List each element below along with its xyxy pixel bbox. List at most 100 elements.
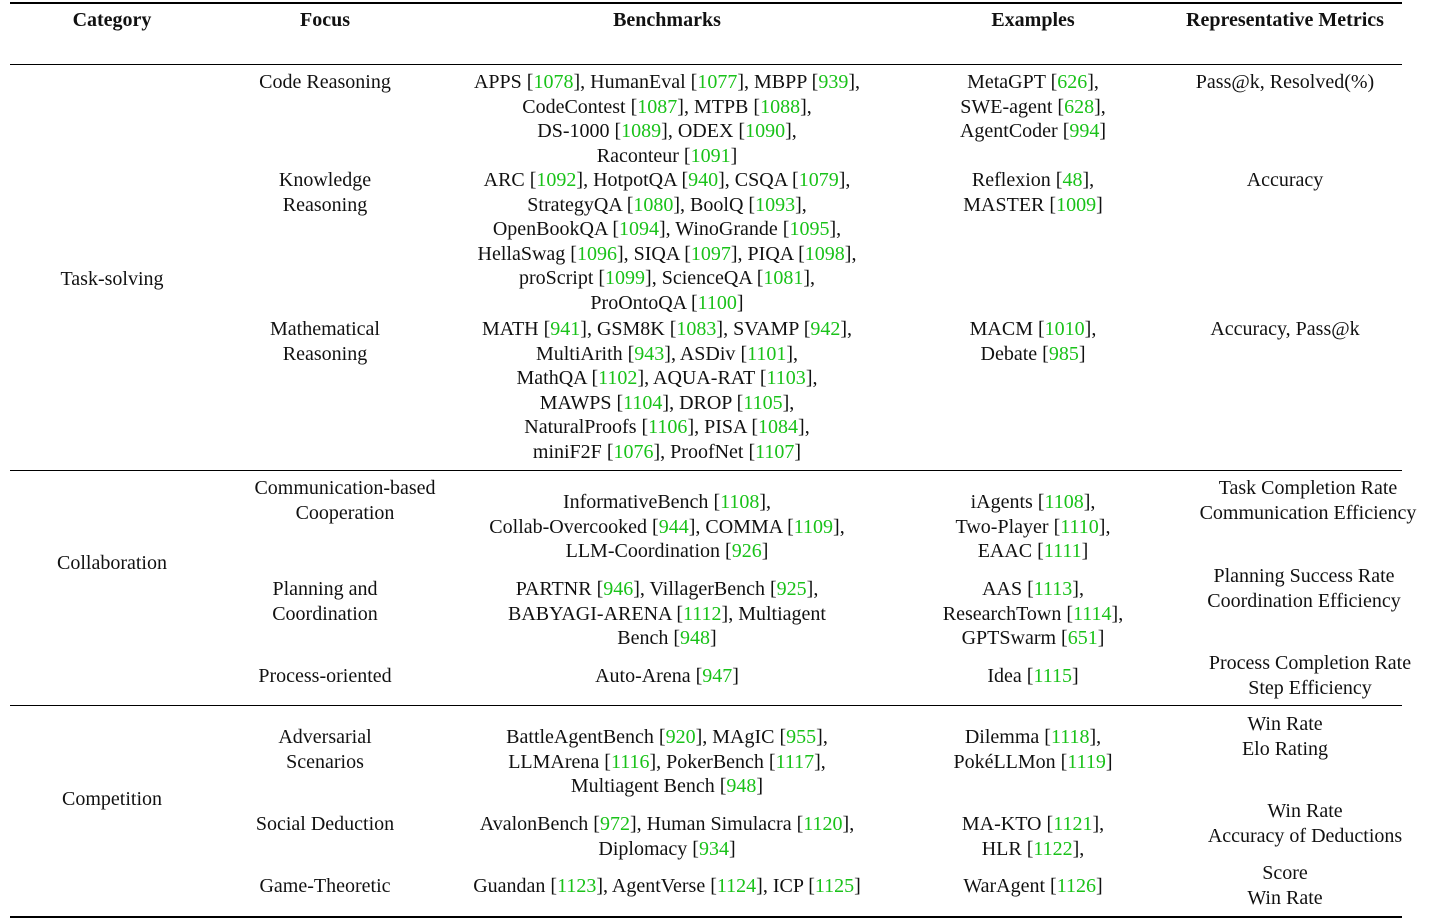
- cell-text: Two-Player: [955, 515, 1054, 538]
- focus-knowledge-reasoning: Knowledge Reasoning: [278, 169, 372, 216]
- citation-link[interactable]: 1102: [598, 367, 638, 390]
- citation-link[interactable]: 939: [818, 71, 849, 93]
- citation-link[interactable]: 1106: [648, 416, 688, 439]
- citation-link[interactable]: 1121: [1053, 813, 1093, 835]
- citation-link[interactable]: 1105: [743, 391, 783, 414]
- citation-link[interactable]: 1126: [1056, 875, 1096, 897]
- citation-link[interactable]: 947: [702, 665, 733, 687]
- citation-link[interactable]: 628: [1064, 95, 1095, 118]
- citation-link[interactable]: 1095: [789, 218, 830, 241]
- citation-link[interactable]: 48: [1062, 169, 1083, 191]
- citation-link[interactable]: 934: [698, 837, 729, 860]
- citation-link[interactable]: 1120: [803, 813, 843, 835]
- cell-line: LLM-Coordination [926]: [565, 540, 769, 563]
- citation-link[interactable]: 1083: [676, 318, 717, 340]
- citation-link[interactable]: 1119: [1067, 750, 1106, 773]
- cell-line: HellaSwag [1096], SIQA [1097], PIQA [109…: [477, 242, 857, 265]
- focus-adversarial-scenarios: Adversarial Scenarios: [278, 726, 372, 773]
- examples-code-reasoning: MetaGPT [626], SWE-agent [628], AgentCoder…: [918, 70, 1148, 144]
- citation-link[interactable]: 946: [603, 578, 634, 600]
- citation-link[interactable]: 1109: [793, 515, 834, 538]
- citation-link[interactable]: 942: [810, 318, 841, 340]
- citation-link[interactable]: 972: [599, 813, 630, 835]
- citation-link[interactable]: 1087: [637, 95, 678, 118]
- citation-link[interactable]: 1101: [747, 342, 787, 365]
- citation-link[interactable]: 948: [726, 775, 757, 798]
- cell-text: EAAC: [977, 540, 1038, 563]
- cell-text: Collab-Overcooked: [489, 515, 653, 538]
- citation-link[interactable]: 944: [658, 515, 689, 538]
- citation-link[interactable]: 994: [1069, 120, 1100, 143]
- citation-link[interactable]: 1089: [621, 120, 662, 143]
- cell-line: WarAgent [1126]: [963, 875, 1103, 897]
- citation-link[interactable]: 651: [1067, 627, 1098, 650]
- cell-text: iAgents: [970, 491, 1038, 513]
- cell-text: ,: [789, 391, 795, 414]
- cell-text: ,: [810, 267, 816, 290]
- cell-text: ProOntoQA: [590, 291, 691, 314]
- citation-link[interactable]: 1118: [1050, 726, 1090, 748]
- citation-link[interactable]: 955: [786, 726, 817, 748]
- citation-link[interactable]: 943: [634, 342, 665, 365]
- cell-line: ResearchTown [1114],: [942, 602, 1124, 625]
- citation-link[interactable]: 1098: [804, 242, 845, 265]
- citation-link[interactable]: 1081: [763, 267, 804, 290]
- citation-link[interactable]: 1099: [605, 267, 646, 290]
- citation-link[interactable]: 1080: [633, 193, 674, 216]
- citation-link[interactable]: 1093: [755, 193, 796, 216]
- citation-link[interactable]: 948: [680, 627, 711, 650]
- citation-link[interactable]: 1124: [716, 875, 757, 897]
- citation-link[interactable]: 1117: [775, 750, 815, 773]
- citation-link[interactable]: 940: [688, 169, 719, 191]
- citation-link[interactable]: 1108: [1044, 491, 1084, 513]
- citation-link[interactable]: 1112: [683, 602, 722, 625]
- citation-link[interactable]: 1123: [557, 875, 597, 897]
- citation-link[interactable]: 1079: [798, 169, 839, 191]
- citation-link[interactable]: 925: [776, 578, 807, 600]
- citation-link[interactable]: 1097: [690, 242, 731, 265]
- citation-link[interactable]: 1111: [1043, 540, 1082, 563]
- citation-link[interactable]: 1100: [697, 291, 737, 314]
- citation-link[interactable]: 1103: [766, 367, 806, 390]
- citation-link[interactable]: 626: [1057, 71, 1088, 93]
- cell-text: , HumanEval: [580, 71, 691, 93]
- citation-link[interactable]: 1084: [758, 416, 799, 439]
- citation-link[interactable]: 1108: [720, 491, 760, 513]
- metric-line: Task Completion Rate: [1218, 477, 1398, 499]
- citation-link[interactable]: 926: [731, 540, 762, 563]
- header-benchmarks: Benchmarks: [613, 9, 721, 31]
- citation-link[interactable]: 1110: [1060, 515, 1099, 538]
- citation-link[interactable]: 1091: [690, 144, 731, 167]
- citation-link[interactable]: 1122: [1033, 837, 1073, 860]
- cell-text: PokéLLMon: [953, 750, 1061, 773]
- cell-line: EAAC [1111]: [977, 540, 1089, 563]
- cell-text: WarAgent: [963, 875, 1051, 897]
- citation-link[interactable]: 1107: [755, 440, 795, 463]
- citation-link[interactable]: 1076: [613, 440, 654, 463]
- cell-text: CodeContest: [522, 95, 631, 118]
- citation-link[interactable]: 1077: [697, 71, 738, 93]
- cell-text: BattleAgentBench: [506, 726, 659, 748]
- citation-link[interactable]: 1094: [618, 218, 659, 241]
- citation-link[interactable]: 1010: [1044, 318, 1085, 340]
- citation-link[interactable]: 1113: [1033, 578, 1073, 600]
- cell-text: , BoolQ: [680, 193, 749, 216]
- cell-line: BABYAGI-ARENA [1112], Multiagent: [508, 602, 826, 625]
- citation-link[interactable]: 1125: [814, 875, 855, 897]
- citation-link[interactable]: 1096: [576, 242, 617, 265]
- citation-link[interactable]: 1104: [623, 391, 663, 414]
- citation-link[interactable]: 1115: [1033, 665, 1072, 687]
- focus-game-theoretic: Game-Theoretic: [259, 875, 391, 897]
- citation-link[interactable]: 1078: [533, 71, 574, 93]
- citation-link[interactable]: 920: [665, 726, 696, 748]
- citation-link[interactable]: 1114: [1073, 602, 1112, 625]
- citation-link[interactable]: 985: [1048, 342, 1079, 365]
- citation-link[interactable]: 1009: [1056, 193, 1097, 216]
- citation-link[interactable]: 1116: [610, 750, 650, 773]
- cell-line: BattleAgentBench [920], MAgIC [955],: [506, 726, 828, 748]
- citation-link[interactable]: 1092: [536, 169, 577, 191]
- cell-text: ,: [804, 416, 810, 439]
- citation-link[interactable]: 1090: [745, 120, 786, 143]
- citation-link[interactable]: 941: [550, 318, 581, 340]
- citation-link[interactable]: 1088: [760, 95, 801, 118]
